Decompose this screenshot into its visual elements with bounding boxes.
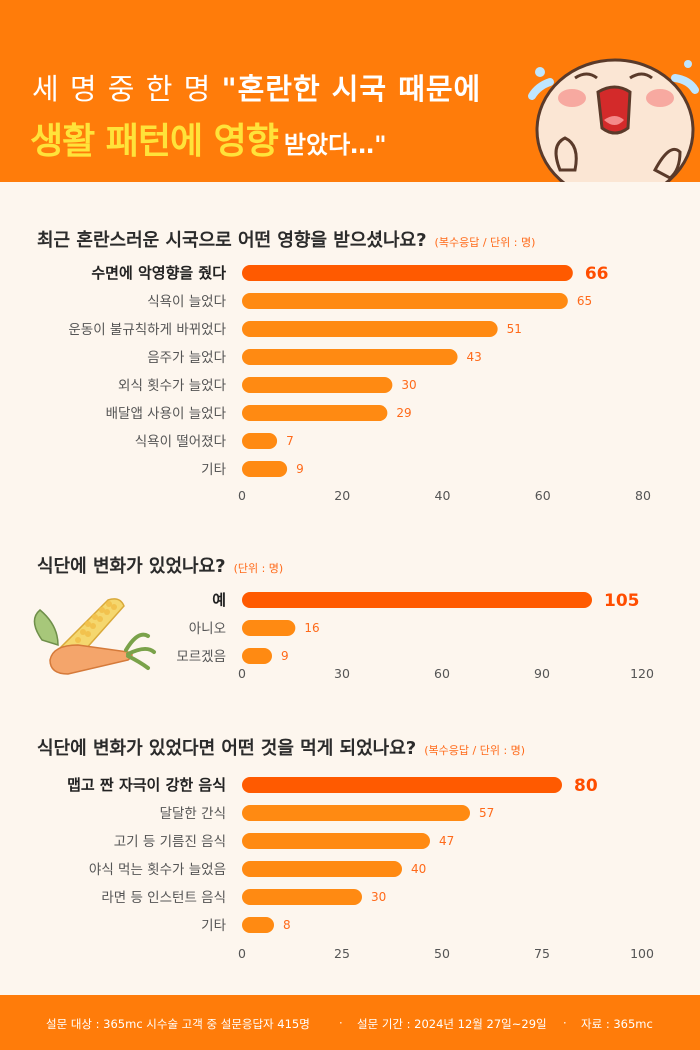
category-label: 운동이 불규칙하게 바뀌었다: [68, 322, 226, 338]
category-label: 배달앱 사용이 늘었다: [106, 406, 227, 422]
headline-line2: 생활 패턴에 영향 받았다…": [30, 112, 387, 164]
headline-prefix: 세 명 중 한 명: [32, 72, 212, 106]
chart1-svg: 수면에 악영향을 줬다 66 식욕이 늘었다 65 운동이 불규칙하게 바뀌었다 51 음주…: [68, 264, 651, 503]
category-label: 예: [212, 591, 226, 609]
x-tick-label: 50: [434, 946, 450, 961]
x-tick-label: 40: [435, 488, 451, 503]
chart-section-1: 최근 혼란스러운 시국으로 어떤 영향을 받으셨나요? (복수응답 / 단위 : …: [0, 182, 700, 522]
footer-source: 자료 : 365mc: [581, 1017, 653, 1031]
x-tick-label: 75: [534, 946, 550, 961]
category-label: 라면 등 인스턴트 음식: [101, 890, 226, 906]
category-label: 식욕이 떨어졌다: [135, 434, 227, 450]
bar: [242, 648, 272, 664]
x-tick-label: 60: [434, 666, 450, 681]
bar: [242, 620, 296, 636]
chart-section-3: 식단에 변화가 있었다면 어떤 것을 먹게 되었나요? (복수응답 / 단위 : …: [0, 702, 700, 995]
value-label: 105: [604, 591, 640, 611]
bar: [242, 833, 430, 849]
value-label: 29: [396, 406, 411, 420]
category-label: 수면에 악영향을 줬다: [91, 264, 226, 282]
headline-tail: 받았다…": [283, 131, 387, 159]
bar: [242, 293, 568, 309]
headline-line1: 세 명 중 한 명 "혼란한 시국 때문에: [32, 66, 481, 108]
bar: [242, 861, 402, 877]
value-label: 7: [286, 434, 294, 448]
category-label: 야식 먹는 횟수가 늘었음: [89, 862, 226, 878]
value-label: 9: [296, 462, 304, 476]
x-tick-label: 90: [534, 666, 550, 681]
bar: [242, 349, 458, 365]
category-label: 고기 등 기름진 음식: [114, 834, 226, 850]
category-label: 음주가 늘었다: [147, 350, 226, 366]
chart1-title-text: 최근 혼란스러운 시국으로 어떤 영향을 받으셨나요?: [37, 230, 427, 251]
bar: [242, 777, 562, 793]
category-label: 식욕이 늘었다: [147, 294, 226, 310]
value-label: 65: [577, 294, 592, 308]
chart3-title-text: 식단에 변화가 있었다면 어떤 것을 먹게 되었나요?: [37, 738, 417, 759]
footer: 설문 대상 : 365mc 시수술 고객 중 설문응답자 415명 · 설문 기…: [0, 995, 700, 1050]
value-label: 16: [304, 621, 319, 635]
bar: [242, 265, 573, 281]
x-tick-label: 80: [635, 488, 651, 503]
x-tick-label: 120: [630, 666, 654, 681]
bar: [242, 805, 470, 821]
bar: [242, 461, 288, 477]
headline-highlight: 생활 패턴에 영향: [30, 121, 279, 162]
chart2-title: 식단에 변화가 있었나요? (단위 : 명): [37, 552, 283, 578]
category-label: 달달한 간식: [160, 806, 226, 822]
x-tick-label: 25: [334, 946, 350, 961]
category-label: 맵고 짠 자극이 강한 음식: [67, 776, 226, 794]
x-tick-label: 20: [334, 488, 350, 503]
chart2-note: (단위 : 명): [233, 562, 284, 575]
footer-separator: ·: [339, 1016, 343, 1030]
value-label: 66: [585, 264, 609, 284]
value-label: 51: [507, 322, 522, 336]
x-tick-label: 0: [238, 666, 246, 681]
value-label: 30: [371, 890, 386, 904]
chart1-title: 최근 혼란스러운 시국으로 어떤 영향을 받으셨나요? (복수응답 / 단위 : …: [37, 226, 535, 252]
value-label: 9: [281, 649, 289, 663]
x-tick-label: 0: [238, 946, 246, 961]
headline-quote: "혼란한 시국 때문에: [221, 72, 482, 106]
category-label: 기타: [201, 918, 226, 934]
value-label: 57: [479, 806, 494, 820]
bar: [242, 917, 274, 933]
footer-target: 설문 대상 : 365mc 시수술 고객 중 설문응답자 415명: [46, 1017, 310, 1031]
category-label: 외식 횟수가 늘었다: [118, 378, 227, 394]
value-label: 43: [467, 350, 482, 364]
value-label: 47: [439, 834, 454, 848]
bar: [242, 405, 388, 421]
x-tick-label: 30: [334, 666, 350, 681]
value-label: 8: [283, 918, 291, 932]
chart3-note: (복수응답 / 단위 : 명): [424, 744, 526, 757]
category-label: 아니오: [189, 621, 226, 637]
value-label: 40: [411, 862, 426, 876]
bar: [242, 321, 498, 337]
chart1-note: (복수응답 / 단위 : 명): [434, 236, 536, 249]
x-tick-label: 0: [238, 488, 246, 503]
bar: [242, 592, 592, 608]
x-tick-label: 100: [630, 946, 654, 961]
crying-mascot-icon: [528, 58, 699, 182]
category-label: 모르겠음: [176, 649, 226, 665]
chart3-title: 식단에 변화가 있었다면 어떤 것을 먹게 되었나요? (복수응답 / 단위 : …: [37, 734, 525, 760]
category-label: 기타: [201, 462, 226, 478]
value-label: 30: [401, 378, 416, 392]
footer-period: 설문 기간 : 2024년 12월 27일~29일: [357, 1017, 547, 1031]
bar: [242, 433, 278, 449]
value-label: 80: [574, 776, 598, 796]
bar: [242, 889, 362, 905]
header-banner: 세 명 중 한 명 "혼란한 시국 때문에 생활 패턴에 영향 받았다…": [0, 0, 700, 182]
x-tick-label: 60: [535, 488, 551, 503]
bar: [242, 377, 393, 393]
chart-section-2: 식단에 변화가 있었나요? (단위 : 명) 예 105 아니오 16 모르겠음 9 0 30 6…: [0, 522, 700, 702]
corn-carrot-icon: [33, 598, 156, 675]
footer-separator: ·: [563, 1016, 567, 1030]
chart2-title-text: 식단에 변화가 있었나요?: [37, 556, 226, 577]
